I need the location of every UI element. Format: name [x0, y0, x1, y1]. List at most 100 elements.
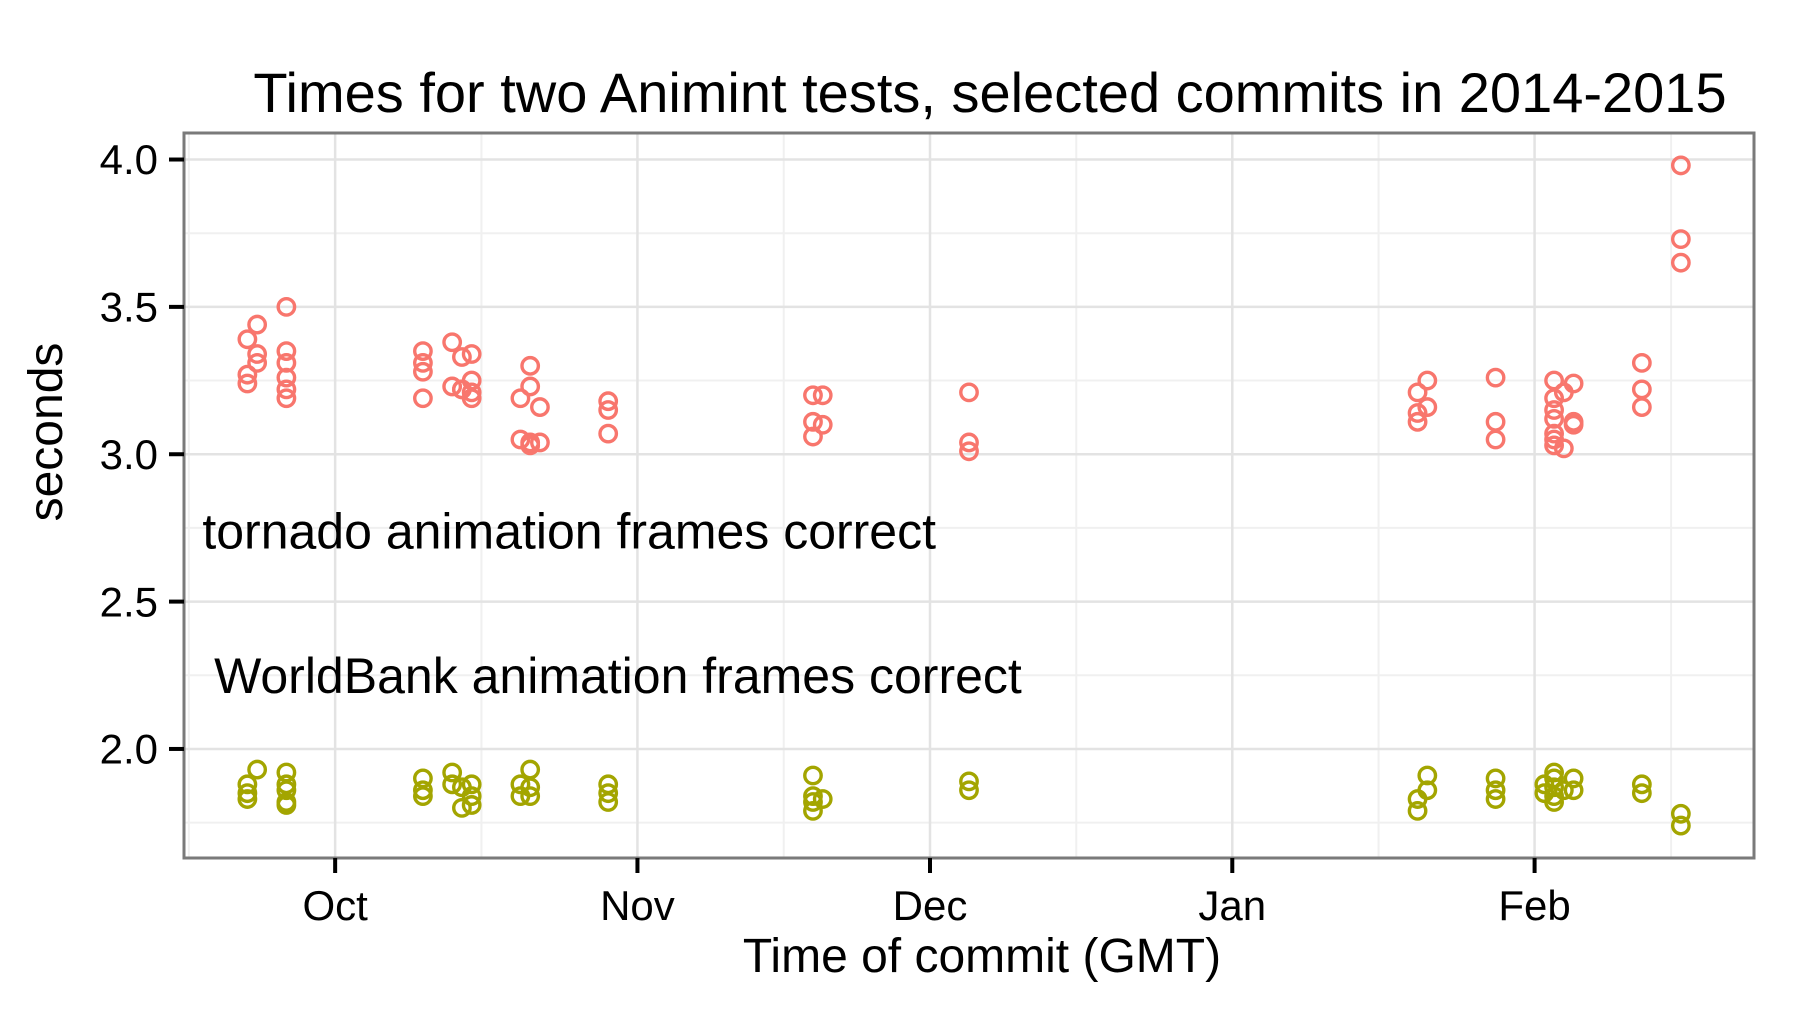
series-label-tornado: tornado animation frames correct: [202, 503, 936, 559]
data-point-tornado: [1417, 397, 1438, 417]
data-point-worldbank: [442, 762, 463, 783]
data-point-tornado: [461, 382, 482, 403]
x-tick-label: Feb: [1498, 882, 1570, 929]
data-point-worldbank: [1631, 774, 1652, 795]
data-point-tornado: [247, 352, 268, 373]
data-point-worldbank: [276, 795, 297, 815]
data-point-worldbank: [452, 797, 472, 818]
data-point-tornado: [461, 344, 482, 364]
data-point-worldbank: [247, 759, 268, 780]
data-point-tornado: [959, 441, 979, 462]
y-tick-label: 2.5: [100, 578, 158, 625]
data-point-tornado: [1563, 414, 1584, 435]
data-point-tornado: [1544, 400, 1564, 420]
data-point-tornado: [413, 388, 433, 409]
data-point-worldbank: [803, 792, 823, 812]
panel-border: [182, 131, 1756, 860]
data-point-worldbank: [803, 765, 823, 786]
data-point-tornado: [812, 414, 833, 435]
data-point-tornado: [530, 432, 550, 453]
data-point-tornado: [1670, 252, 1691, 273]
data-point-tornado: [1553, 382, 1574, 403]
data-point-worldbank: [1485, 789, 1506, 809]
data-point-tornado: [510, 429, 531, 450]
data-point-tornado: [520, 435, 541, 456]
data-point-worldbank: [1544, 786, 1564, 807]
major-gridlines: [184, 133, 1754, 858]
data-point-tornado: [1670, 229, 1691, 249]
data-point-tornado: [276, 296, 297, 317]
data-point-worldbank: [803, 800, 823, 821]
data-point-tornado: [1670, 155, 1691, 176]
x-axis-title: Time of commit (GMT): [743, 930, 1221, 983]
data-point-tornado: [452, 347, 472, 367]
data-point-worldbank: [1544, 792, 1564, 812]
axis-tick-labels: Oct Nov Dec Jan Feb 4.0 3.5 3.0 2.5 2.0: [100, 136, 1571, 929]
data-point-tornado: [1544, 388, 1564, 409]
data-point-tornado: [510, 388, 531, 409]
data-point-tornado: [413, 361, 433, 382]
data-point-worldbank: [959, 780, 979, 801]
data-point-tornado: [812, 385, 833, 406]
data-point-tornado: [237, 364, 258, 385]
data-point-tornado: [276, 367, 297, 388]
panel-background: [184, 133, 1754, 858]
y-tick-label: 3.5: [100, 284, 158, 331]
data-point-worldbank: [812, 789, 833, 809]
data-point-tornado: [1631, 397, 1652, 417]
data-point-tornado: [1407, 382, 1428, 403]
data-point-tornado: [1553, 438, 1574, 459]
data-point-worldbank: [1631, 783, 1652, 804]
data-point-worldbank: [1563, 768, 1584, 789]
data-point-worldbank: [598, 792, 619, 812]
data-point-tornado: [442, 332, 463, 353]
data-point-tornado: [1544, 423, 1564, 444]
data-point-tornado: [959, 432, 979, 453]
data-point-tornado: [1544, 435, 1564, 456]
x-tick-label: Nov: [600, 882, 675, 929]
data-point-worldbank: [237, 789, 258, 809]
data-point-worldbank: [1485, 768, 1506, 789]
data-point-tornado: [959, 382, 979, 403]
data-point-worldbank: [413, 780, 433, 801]
data-point-tornado: [803, 385, 823, 406]
data-point-worldbank: [510, 774, 531, 795]
data-point-tornado: [1407, 403, 1428, 423]
y-axis-title: seconds: [20, 343, 73, 522]
data-point-tornado: [461, 388, 482, 409]
data-point-tornado: [803, 426, 823, 447]
data-point-tornado: [598, 391, 619, 412]
data-point-tornado: [276, 341, 297, 361]
y-tick-label: 2.0: [100, 726, 158, 773]
axis-ticks: [169, 157, 1537, 873]
chart-title: Times for two Animint tests, selected co…: [253, 61, 1726, 124]
series-label-worldbank: WorldBank animation frames correct: [214, 648, 1022, 704]
data-point-worldbank: [237, 783, 258, 804]
data-point-worldbank: [598, 783, 619, 804]
data-point-tornado: [1631, 352, 1652, 373]
x-tick-label: Dec: [893, 882, 968, 929]
data-point-worldbank: [1407, 789, 1428, 809]
data-point-tornado: [520, 376, 541, 397]
data-point-worldbank: [1670, 803, 1691, 824]
data-point-tornado: [1485, 367, 1506, 388]
data-point-worldbank: [461, 795, 482, 815]
data-point-worldbank: [1553, 780, 1574, 801]
data-point-tornado: [520, 355, 541, 376]
data-point-tornado: [247, 314, 268, 335]
data-point-worldbank: [520, 786, 541, 807]
data-point-tornado: [413, 352, 433, 373]
data-point-worldbank: [959, 771, 979, 792]
data-point-tornado: [237, 329, 258, 350]
data-point-tornado: [530, 397, 550, 417]
data-point-worldbank: [1534, 774, 1555, 795]
data-point-tornado: [442, 376, 463, 397]
data-point-worldbank: [1563, 780, 1584, 801]
data-point-worldbank: [1485, 780, 1506, 801]
data-point-worldbank: [413, 786, 433, 807]
data-point-tornado: [1417, 370, 1438, 391]
data-point-worldbank: [461, 786, 482, 807]
data-point-tornado: [598, 400, 619, 420]
